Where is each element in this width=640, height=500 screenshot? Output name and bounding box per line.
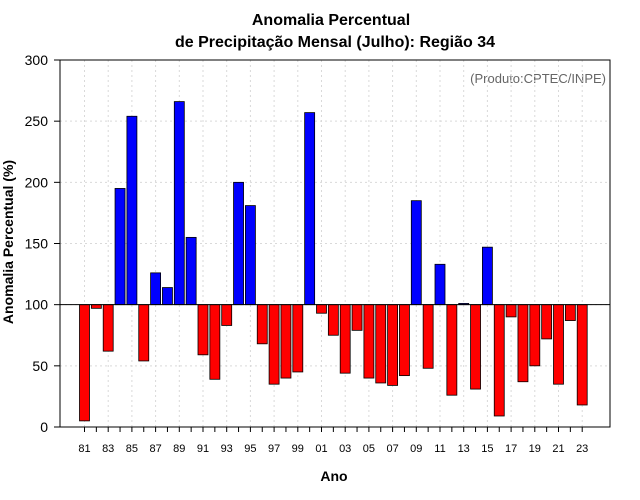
bar-93 bbox=[221, 304, 233, 326]
bar-82 bbox=[90, 304, 102, 309]
bar-23 bbox=[576, 304, 588, 406]
bar-92 bbox=[209, 304, 221, 380]
bar-09 bbox=[410, 200, 422, 306]
y-tick-label: 100 bbox=[25, 297, 49, 313]
bar-20 bbox=[541, 304, 553, 340]
x-tick-label: 85 bbox=[126, 443, 138, 455]
bar-99 bbox=[292, 304, 304, 373]
bar-97 bbox=[268, 304, 280, 385]
x-tick-label: 09 bbox=[410, 443, 422, 455]
y-tick-label: 0 bbox=[40, 419, 48, 435]
x-tick-label: 95 bbox=[244, 443, 256, 455]
bar-84 bbox=[114, 188, 126, 306]
x-tick-label: 23 bbox=[576, 443, 588, 455]
x-tick-label: 07 bbox=[386, 443, 398, 455]
x-tick-label: 83 bbox=[102, 443, 114, 455]
x-tick-label: 15 bbox=[481, 443, 493, 455]
y-tick-label: 50 bbox=[32, 358, 48, 374]
bar-07 bbox=[387, 304, 399, 386]
bar-88 bbox=[162, 287, 173, 306]
x-tick-label: 99 bbox=[292, 443, 304, 455]
bar-22 bbox=[564, 304, 576, 321]
bar-19 bbox=[529, 304, 541, 367]
bar-95 bbox=[244, 205, 256, 306]
x-tick-label: 91 bbox=[197, 443, 209, 455]
x-tick-label: 11 bbox=[434, 443, 445, 455]
x-tick-label: 05 bbox=[363, 443, 375, 455]
bar-11 bbox=[434, 263, 446, 306]
bar-16 bbox=[493, 304, 505, 417]
bar-86 bbox=[138, 304, 150, 362]
x-tick-label: 01 bbox=[315, 443, 327, 455]
bar-83 bbox=[102, 304, 114, 352]
y-tick-label: 300 bbox=[25, 52, 49, 68]
bar-81 bbox=[79, 304, 90, 422]
bar-94 bbox=[233, 181, 244, 306]
bar-03 bbox=[339, 304, 351, 374]
bars bbox=[79, 101, 588, 422]
bar-91 bbox=[197, 304, 209, 356]
bar-90 bbox=[185, 236, 197, 306]
y-axis-label: Anomalia Percentual (%) bbox=[0, 160, 16, 324]
bar-08 bbox=[399, 304, 410, 377]
credit-label: (Produto:CPTEC/INPE) bbox=[470, 71, 606, 86]
bar-04 bbox=[351, 304, 363, 331]
chart-title: Anomalia Percentual bbox=[252, 12, 410, 29]
bar-17 bbox=[505, 304, 517, 318]
bar-05 bbox=[363, 304, 375, 379]
x-tick-label: 21 bbox=[552, 443, 564, 455]
bar-96 bbox=[256, 304, 268, 345]
bar-89 bbox=[173, 101, 185, 306]
bar-98 bbox=[280, 304, 292, 379]
chart-subtitle: de Precipitação Mensal (Julho): Região 3… bbox=[175, 34, 495, 51]
bar-85 bbox=[126, 115, 138, 306]
x-tick-label: 19 bbox=[529, 443, 541, 455]
bar-06 bbox=[375, 304, 387, 384]
bar-87 bbox=[150, 272, 162, 306]
bar-00 bbox=[304, 112, 316, 306]
x-tick-label: 17 bbox=[505, 443, 517, 455]
x-tick-label: 97 bbox=[268, 443, 280, 455]
x-tick-label: 81 bbox=[78, 443, 90, 455]
y-tick-label: 250 bbox=[25, 113, 49, 129]
y-tick-label: 150 bbox=[25, 236, 49, 252]
x-tick-label: 03 bbox=[339, 443, 351, 455]
bar-15 bbox=[481, 246, 493, 306]
bar-02 bbox=[327, 304, 339, 336]
x-tick-label: 87 bbox=[149, 443, 161, 455]
bar-14 bbox=[470, 304, 481, 390]
x-axis-label: Ano bbox=[320, 468, 347, 484]
bar-21 bbox=[553, 304, 564, 385]
x-tick-label: 93 bbox=[221, 443, 233, 455]
bar-01 bbox=[316, 304, 327, 314]
bar-18 bbox=[517, 304, 529, 383]
y-tick-label: 200 bbox=[25, 174, 49, 190]
x-tick-label: 89 bbox=[173, 443, 185, 455]
bar-12 bbox=[446, 304, 458, 396]
x-tick-label: 13 bbox=[458, 443, 470, 455]
bar-10 bbox=[422, 304, 434, 369]
